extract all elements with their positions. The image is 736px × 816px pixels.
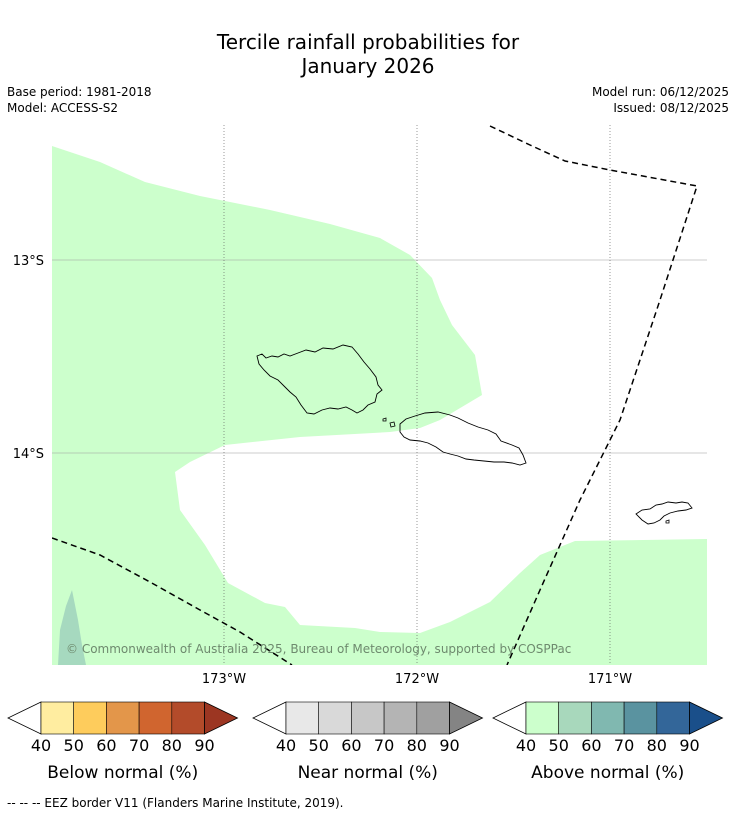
near-normal-colorbar-tick: 80 [407,736,427,755]
map-area: © Commonwealth of Australia 2025, Bureau… [52,125,707,665]
below-normal-colorbar-segment [40,701,75,735]
below-normal-colorbar-over [204,701,239,735]
above-normal-colorbar-segment [623,701,658,735]
below-normal-colorbar-tick: 90 [194,736,214,755]
below-normal-colorbar: 40 50 60 70 80 90 Below normal (%) [7,701,239,783]
near-normal-colorbar-over [449,701,484,735]
title-line-1: Tercile rainfall probabilities for [216,30,520,54]
above-normal-40-50-region [52,146,707,665]
near-normal-colorbar-segment [416,701,450,735]
near-normal-colorbar-segment [383,701,418,735]
above-normal-colorbar: 40 50 60 70 80 90 Above normal (%) [492,701,724,783]
title-line-2: January 2026 [301,54,435,78]
eez-border-south [52,537,293,665]
near-normal-colorbar-tick: 90 [439,736,459,755]
lon-label-172w: 172°W [395,672,439,687]
lat-label-13s: 13°S [13,254,44,269]
near-normal-colorbar-tick: 70 [374,736,394,755]
above-normal-colorbar-tick: 40 [516,736,536,755]
above-normal-colorbar-tick: 60 [581,736,601,755]
savaii-island [256,344,383,415]
below-normal-colorbar-tick: 40 [31,736,51,755]
near-normal-colorbar-under [252,701,287,735]
lon-label-173w: 173°W [202,672,246,687]
below-normal-colorbar-segment [138,701,173,735]
above-normal-colorbar-under [492,701,527,735]
upolu-island [399,411,527,466]
above-normal-colorbar-segment [525,701,560,735]
model-name: Model: ACCESS-S2 [7,101,119,115]
colorbars: 40 50 60 70 80 90 Below normal (%) 40 50 60 70 80 90… [7,701,724,783]
eez-legend-note: -- -- -- EEZ border V11 (Flanders Marine… [7,796,344,810]
map-title: Tercile rainfall probabilities for Janua… [0,30,736,78]
near-normal-colorbar-segment [351,701,385,735]
above-normal-colorbar-tick: 80 [647,736,667,755]
eez-border-east [489,125,698,665]
base-period: Base period: 1981-2018 [7,85,152,99]
below-normal-colorbar-tick: 70 [129,736,149,755]
above-normal-colorbar-segment [591,701,625,735]
below-normal-colorbar-tick: 80 [162,736,182,755]
aunuu-islet [665,519,670,524]
near-normal-colorbar-tick: 50 [309,736,329,755]
below-normal-colorbar-label: Below normal (%) [47,763,198,783]
near-normal-colorbar-tick: 60 [341,736,361,755]
model-run: Model run: 06/12/2025 [591,85,729,99]
meta-left: Base period: 1981-2018 Model: ACCESS-S2 [7,84,152,116]
near-normal-colorbar-tick: 40 [276,736,296,755]
copyright-notice: © Commonwealth of Australia 2025, Bureau… [66,642,571,656]
below-normal-colorbar-segment [106,701,140,735]
below-normal-colorbar-under [7,701,42,735]
above-normal-colorbar-tick: 50 [549,736,569,755]
near-normal-colorbar-segment [285,701,320,735]
above-normal-colorbar-over [689,701,724,735]
below-normal-colorbar-segment [171,701,205,735]
meta-right: Model run: 06/12/2025 Issued: 08/12/2025 [592,84,729,116]
manono-islet [389,421,396,428]
below-normal-colorbar-tick: 60 [96,736,116,755]
lon-label-171w: 171°W [588,672,632,687]
below-normal-colorbar-segment [73,701,107,735]
apolima-islet [382,417,387,422]
tutuila-island [635,501,693,525]
lat-label-14s: 14°S [13,447,44,462]
below-normal-colorbar-tick: 50 [64,736,84,755]
near-normal-colorbar-label: Near normal (%) [298,763,438,783]
above-normal-colorbar-tick: 70 [614,736,634,755]
above-normal-colorbar-tick: 90 [679,736,699,755]
near-normal-colorbar-segment [318,701,352,735]
above-normal-colorbar-segment [558,701,592,735]
above-normal-colorbar-segment [656,701,690,735]
above-normal-colorbar-label: Above normal (%) [531,763,684,783]
above-normal-50-60-region [58,590,86,665]
issued-date: Issued: 08/12/2025 [613,101,729,115]
